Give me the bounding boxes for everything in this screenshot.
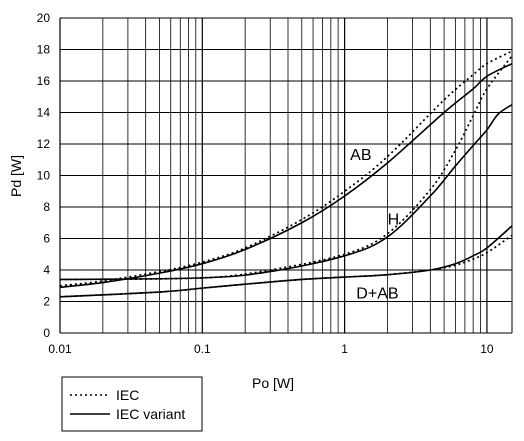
x-tick-label: 1 — [341, 342, 348, 356]
y-tick-label: 6 — [43, 232, 50, 246]
curve-annotations: AB H D+AB — [350, 147, 399, 303]
y-tick-label: 16 — [37, 74, 51, 88]
y-tick-label: 2 — [43, 295, 50, 309]
y-tick-label: 10 — [37, 169, 51, 183]
y-tick-label: 18 — [37, 43, 51, 57]
y-tick-label: 8 — [43, 200, 50, 214]
x-tick-label: 0.1 — [194, 342, 211, 356]
curve-label-d-ab: D+AB — [356, 285, 398, 302]
tick-labels: 0.01 0.1 1 10 0 2 4 6 8 10 12 14 16 18 20 — [37, 11, 494, 356]
x-tick-label: 10 — [480, 342, 494, 356]
x-axis-label: Po [W] — [252, 375, 294, 391]
y-tick-label: 12 — [37, 137, 51, 151]
legend: IEC IEC variant — [61, 376, 203, 432]
legend-label-iec-variant: IEC variant — [116, 406, 185, 422]
grid — [59, 17, 513, 334]
y-tick-label: 20 — [37, 11, 51, 25]
y-axis-label: Pd [W] — [8, 155, 24, 197]
y-tick-label: 4 — [43, 263, 50, 277]
y-tick-label: 14 — [37, 106, 51, 120]
series-line-ab-iec — [59, 50, 513, 287]
series-line-h-iec — [59, 55, 513, 281]
x-tick-label: 0.01 — [48, 342, 72, 356]
series-line-d-ab-iec-variant — [59, 225, 513, 298]
curve-label-ab: AB — [350, 147, 371, 164]
curve-label-h: H — [388, 211, 400, 228]
legend-box — [61, 376, 203, 432]
y-tick-label: 0 — [43, 326, 50, 340]
series-line-ab-iec-variant — [59, 62, 513, 289]
series-line-h-iec-variant — [59, 103, 513, 281]
legend-label-iec: IEC — [116, 387, 139, 403]
series-lines — [59, 50, 513, 298]
